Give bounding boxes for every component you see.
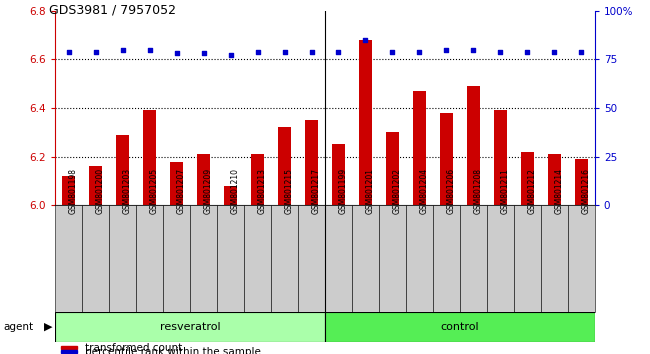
Text: GSM801203: GSM801203 [123,168,132,214]
Text: GSM801217: GSM801217 [311,168,320,214]
Text: GSM801212: GSM801212 [527,168,536,214]
Text: GSM801216: GSM801216 [581,168,590,214]
FancyBboxPatch shape [190,205,217,312]
Text: GSM801211: GSM801211 [500,168,510,214]
Text: GSM801207: GSM801207 [177,168,186,214]
FancyBboxPatch shape [271,205,298,312]
Point [441,47,452,52]
Bar [547,154,561,205]
Bar [60,347,77,349]
Bar [413,91,426,205]
FancyBboxPatch shape [514,205,541,312]
Text: percentile rank within the sample: percentile rank within the sample [85,347,261,354]
Bar [467,86,480,205]
Bar [575,159,588,205]
Point [144,47,155,52]
Text: GSM801198: GSM801198 [69,168,78,214]
Point [522,48,532,54]
Bar [359,40,372,205]
Point [118,47,128,52]
Bar [251,154,265,205]
Bar [143,110,157,205]
Text: resveratrol: resveratrol [160,321,220,332]
Bar [89,166,103,205]
Point [90,48,101,54]
Text: agent: agent [3,321,33,332]
Point [226,53,236,58]
FancyBboxPatch shape [568,205,595,312]
FancyBboxPatch shape [82,205,109,312]
Bar [305,120,318,205]
Point [198,51,209,56]
Point [360,37,370,43]
Text: GSM801205: GSM801205 [150,168,159,214]
Text: GDS3981 / 7957052: GDS3981 / 7957052 [49,4,176,17]
Text: transformed count: transformed count [85,343,182,353]
Bar [278,127,291,205]
Bar [325,312,595,342]
Text: GSM801208: GSM801208 [473,168,482,214]
FancyBboxPatch shape [352,205,379,312]
Bar [170,161,183,205]
Text: GSM801215: GSM801215 [285,168,294,214]
Bar [493,110,507,205]
Point [495,48,506,54]
Bar [116,135,129,205]
FancyBboxPatch shape [109,205,136,312]
FancyBboxPatch shape [136,205,163,312]
FancyBboxPatch shape [244,205,271,312]
Point [172,51,182,56]
Text: GSM801204: GSM801204 [419,168,428,214]
Point [576,48,586,54]
Bar [439,113,453,205]
FancyBboxPatch shape [406,205,433,312]
Bar [385,132,399,205]
Bar [60,350,77,353]
Bar [55,312,325,342]
Point [306,48,317,54]
Text: GSM801202: GSM801202 [393,168,402,214]
Text: control: control [441,321,479,332]
Bar [332,144,345,205]
Point [333,48,344,54]
Bar [197,154,211,205]
Point [387,48,398,54]
Point [64,48,74,54]
FancyBboxPatch shape [298,205,325,312]
Bar [224,186,237,205]
Text: GSM801200: GSM801200 [96,168,105,214]
Text: GSM801214: GSM801214 [554,168,564,214]
FancyBboxPatch shape [433,205,460,312]
Point [414,48,424,54]
Text: GSM801213: GSM801213 [257,168,266,214]
FancyBboxPatch shape [379,205,406,312]
FancyBboxPatch shape [325,205,352,312]
FancyBboxPatch shape [487,205,514,312]
Point [252,48,263,54]
FancyBboxPatch shape [55,205,82,312]
FancyBboxPatch shape [217,205,244,312]
Text: GSM801206: GSM801206 [447,168,456,214]
FancyBboxPatch shape [460,205,487,312]
Text: GSM801210: GSM801210 [231,168,240,214]
Text: GSM801209: GSM801209 [203,168,213,214]
Point [549,48,560,54]
Bar [62,176,75,205]
Point [468,47,478,52]
Text: GSM801201: GSM801201 [365,168,374,214]
FancyBboxPatch shape [163,205,190,312]
Bar [521,152,534,205]
Text: ▶: ▶ [44,321,52,332]
FancyBboxPatch shape [541,205,568,312]
Text: GSM801199: GSM801199 [339,168,348,214]
Point [280,48,290,54]
